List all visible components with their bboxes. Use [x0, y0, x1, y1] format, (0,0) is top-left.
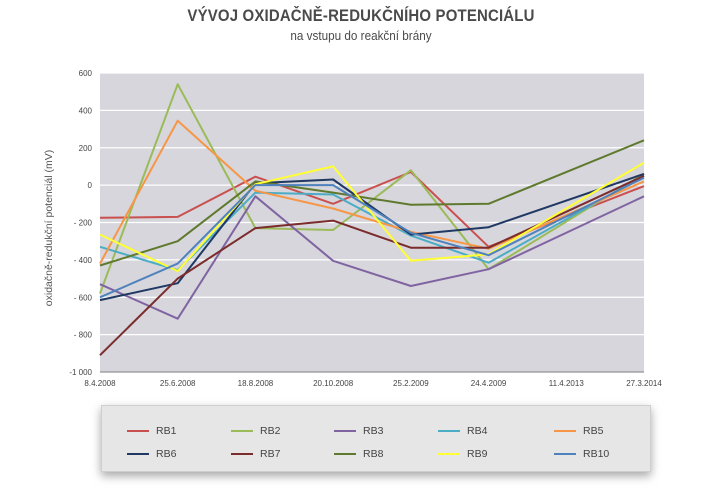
x-tick-label: 20.10.2008: [313, 379, 354, 388]
x-tick-label: 24.4.2009: [471, 379, 507, 388]
legend-item-rb7: RB7: [231, 447, 280, 461]
legend-swatch: [554, 453, 576, 455]
legend-swatch: [231, 453, 253, 455]
y-axis-ticks: 600 400 200 0 - 200 - 400 - 600 - 800 -1 000: [69, 69, 92, 377]
legend-item-rb10: RB10: [554, 447, 609, 461]
legend-swatch: [438, 430, 460, 432]
legend-swatch: [231, 430, 253, 432]
y-tick-label: - 400: [74, 256, 93, 265]
series-lines: [99, 83, 645, 356]
series-line-rb6: [99, 172, 645, 302]
line-chart: 600 400 200 0 - 200 - 400 - 600 - 800 -1 000 8.4…: [69, 69, 662, 388]
x-axis-ticks: 8.4.2008 25.6.2008 18.8.2008 20.10.2008 25.2…: [84, 379, 662, 388]
chart-title: VÝVOJ OXIDAČNĚ-REDUKČNÍHO POTENCIÁLU: [187, 6, 535, 25]
legend-swatch: [554, 430, 576, 432]
y-tick-label: 0: [88, 181, 93, 190]
legend-swatch: [438, 453, 460, 455]
series-line-rb3: [99, 195, 645, 320]
x-tick-label: 11.4.2013: [549, 379, 585, 388]
y-tick-label: - 600: [74, 293, 93, 302]
legend-item-rb3: RB3: [334, 424, 383, 438]
legend-label: RB4: [467, 425, 488, 437]
x-tick-label: 27.3.2014: [626, 379, 662, 388]
legend-label: RB10: [583, 448, 610, 460]
legend-item-rb4: RB4: [438, 424, 487, 438]
chart-subtitle: na vstupu do reakční brány: [290, 28, 432, 43]
y-tick-label: 400: [79, 106, 93, 115]
legend-item-rb2: RB2: [231, 424, 280, 438]
legend-label: RB7: [260, 448, 281, 460]
legend-swatch: [334, 453, 356, 455]
x-tick-label: 25.2.2009: [393, 379, 429, 388]
legend-item-rb6: RB6: [127, 447, 176, 461]
legend-label: RB8: [363, 448, 384, 460]
legend-label: RB2: [260, 425, 281, 437]
legend-swatch: [334, 430, 356, 432]
legend-swatch: [127, 430, 149, 432]
series-line-rb7: [99, 174, 645, 356]
legend-label: RB3: [363, 425, 384, 437]
legend-label: RB9: [467, 448, 488, 460]
x-tick-label: 25.6.2008: [160, 379, 196, 388]
series-line-rb10: [99, 176, 645, 299]
y-tick-label: -1 000: [69, 368, 92, 377]
legend-item-rb9: RB9: [438, 447, 487, 461]
legend-label: RB1: [156, 425, 177, 437]
x-tick-label: 18.8.2008: [238, 379, 274, 388]
y-tick-label: 600: [79, 69, 93, 78]
y-axis-label: oxidačně-redukční potenciál (mV): [43, 149, 55, 307]
legend-item-rb8: RB8: [334, 447, 383, 461]
y-tick-label: 200: [79, 144, 93, 153]
legend-item-rb5: RB5: [554, 424, 603, 438]
x-tick-label: 8.4.2008: [84, 379, 116, 388]
y-tick-label: - 800: [74, 331, 93, 340]
legend-label: RB5: [583, 425, 604, 437]
legend: RB1 RB2 RB3 RB4 RB5 RB6 RB7 RB8 RB9 RB10: [101, 405, 651, 472]
series-line-rb8: [99, 139, 645, 267]
y-tick-label: - 200: [74, 219, 93, 228]
legend-label: RB6: [156, 448, 177, 460]
legend-item-rb1: RB1: [127, 424, 176, 438]
legend-swatch: [127, 453, 149, 455]
